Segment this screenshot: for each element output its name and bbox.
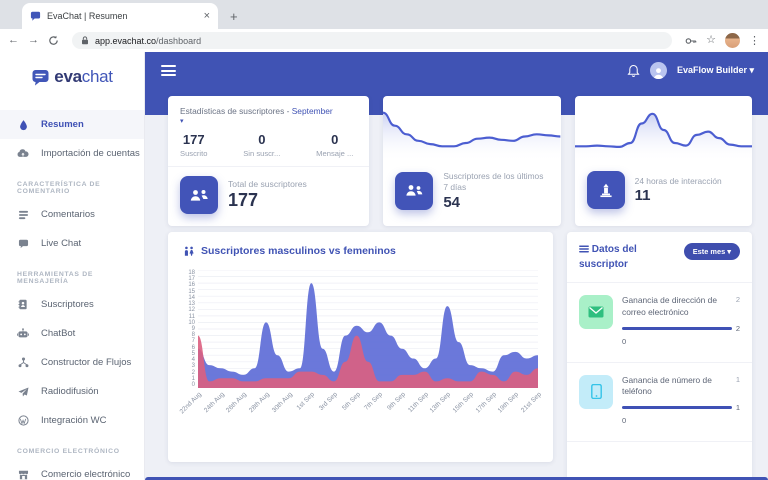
7-days-sparkline bbox=[383, 111, 561, 162]
envelope-icon bbox=[579, 295, 613, 329]
address-book-icon bbox=[17, 299, 29, 310]
user-caret-icon: ▾ bbox=[749, 65, 754, 75]
subscriber-data-panel: Datos del suscriptor Este mes ▾ Ganancia… bbox=[567, 232, 752, 480]
pill-caret-icon: ▾ bbox=[727, 247, 731, 256]
7-days-value: 54 bbox=[443, 193, 461, 211]
email-gain-bar-min: 0 bbox=[622, 336, 627, 346]
url-text: app.evachat.co/dashboard bbox=[95, 35, 202, 46]
address-bar[interactable]: app.evachat.co/dashboard bbox=[72, 32, 673, 49]
phone-gain-bar bbox=[622, 406, 732, 410]
cloud-upload-icon bbox=[17, 149, 29, 158]
subscriber-stats-card: Estadísticas de suscriptores - September… bbox=[168, 96, 370, 226]
sidebar-item-comentarios[interactable]: Comentarios bbox=[0, 200, 144, 229]
main-area: EvaFlow Builder ▾ Estadísticas de suscri… bbox=[145, 52, 768, 480]
chat-bubble-icon bbox=[17, 239, 29, 249]
evachat-favicon bbox=[30, 11, 41, 21]
browser-tab[interactable]: EvaChat | Resumen × bbox=[22, 3, 218, 29]
two-people-icon bbox=[395, 171, 434, 210]
phone-gain-item: Ganancia de número de teléfono 1 1 0 bbox=[579, 373, 740, 432]
padlock-icon bbox=[82, 36, 88, 45]
browser-menu-icon[interactable]: ⋮ bbox=[749, 35, 760, 47]
flame-icon bbox=[17, 119, 29, 131]
browser-tab-strip: EvaChat | Resumen × + bbox=[0, 0, 768, 29]
phone-gain-bar-min: 0 bbox=[622, 416, 627, 426]
browser-profile-avatar[interactable] bbox=[725, 33, 740, 48]
wordpress-icon bbox=[17, 415, 29, 426]
forward-button[interactable]: → bbox=[28, 34, 39, 46]
hamburger-menu-icon[interactable] bbox=[161, 63, 176, 79]
chart-title: Suscriptores masculinos vs femeninos bbox=[201, 245, 396, 257]
sidebar-item-flujos[interactable]: Constructor de Flujos bbox=[0, 348, 144, 377]
notifications-bell-icon[interactable] bbox=[627, 64, 640, 78]
sidebar-item-comercio[interactable]: Comercio electrónico bbox=[0, 460, 144, 480]
browser-toolbar: ← → app.evachat.co/dashboard ☆ ⋮ bbox=[0, 29, 768, 52]
24h-interaction-card: 24 horas de interacción 11 bbox=[574, 96, 752, 226]
flow-nodes-icon bbox=[17, 357, 29, 368]
person-icon bbox=[653, 68, 664, 79]
reload-button[interactable] bbox=[48, 35, 59, 46]
sidebar-item-livechat[interactable]: Live Chat bbox=[0, 229, 144, 258]
email-gain-count: 2 bbox=[735, 295, 740, 304]
chart-y-axis: 18 17 16 15 14 13 12 11 10 9 8 7 6 5 4 3 2 1 0 bbox=[188, 270, 195, 388]
chart-x-axis: 22nd Aug 24th Aug 26th Aug 28th Aug 30th Aug… bbox=[178, 391, 543, 416]
sidebar-item-radiodifusion[interactable]: Radiodifusión bbox=[0, 377, 144, 406]
24h-value: 11 bbox=[634, 187, 651, 205]
last-7-days-card: Suscriptores de los últimos 7 días 54 bbox=[383, 96, 561, 226]
sidebar-item-resumen[interactable]: Resumen bbox=[0, 110, 144, 139]
robot-icon bbox=[17, 328, 29, 339]
7-days-label: Suscriptores de los últimos 7 días bbox=[443, 171, 544, 192]
total-subscribers-value: 177 bbox=[228, 190, 259, 211]
sidebar: evachat Resumen Importación de cuentas C… bbox=[0, 52, 145, 480]
total-subscribers-row: Total de suscriptores 177 bbox=[180, 176, 357, 215]
subscriber-data-title: Datos del suscriptor bbox=[579, 244, 637, 270]
stat-mensaje: 0 Mensaje ... bbox=[316, 132, 354, 159]
phone-gain-bar-value: 1 bbox=[735, 403, 740, 413]
24h-sparkline bbox=[574, 112, 752, 162]
sidebar-item-importacion[interactable]: Importación de cuentas bbox=[0, 139, 144, 168]
store-icon bbox=[17, 470, 29, 480]
sidebar-section-comentario: CARACTERÍSTICA DE COMENTARIO bbox=[17, 181, 101, 195]
logo-bubble-icon bbox=[32, 69, 49, 85]
stats-card-title: Estadísticas de suscriptores - September bbox=[180, 106, 333, 116]
evachat-logo[interactable]: evachat bbox=[0, 52, 144, 102]
male-female-chart-card: Suscriptores masculinos vs femeninos 18 1… bbox=[168, 232, 553, 462]
smartphone-icon bbox=[579, 374, 613, 409]
email-gain-item: Ganancia de dirección de correo electrón… bbox=[579, 293, 740, 352]
tab-title: EvaChat | Resumen bbox=[47, 11, 128, 21]
stat-sin-suscribir: 0 Sin suscr... bbox=[243, 132, 281, 159]
male-female-icon bbox=[184, 246, 194, 256]
sidebar-item-suscriptores[interactable]: Suscriptores bbox=[0, 290, 144, 319]
email-gain-bar-value: 2 bbox=[735, 323, 740, 333]
interaction-monument-icon bbox=[586, 171, 625, 209]
email-gain-bar bbox=[622, 326, 732, 330]
list-icon bbox=[579, 245, 589, 253]
sidebar-item-chatbot[interactable]: ChatBot bbox=[0, 319, 144, 348]
chart-plot bbox=[198, 270, 538, 388]
stat-suscrito: 177 Suscrito bbox=[180, 132, 208, 159]
sidebar-nav: Resumen Importación de cuentas CARACTERÍ… bbox=[0, 102, 144, 480]
total-subscribers-label: Total de suscriptores bbox=[228, 179, 307, 190]
comments-stack-icon bbox=[17, 210, 29, 220]
sidebar-section-mensajeria: HERRAMIENTAS DE MENSAJERÍA bbox=[17, 271, 94, 285]
period-filter-button[interactable]: Este mes ▾ bbox=[683, 243, 740, 260]
new-tab-button[interactable]: + bbox=[230, 9, 238, 24]
user-menu[interactable]: EvaFlow Builder ▾ bbox=[676, 65, 754, 75]
period-dropdown[interactable]: September bbox=[291, 106, 333, 116]
logo-text: evachat bbox=[54, 67, 113, 86]
sidebar-item-integracion-wc[interactable]: Integración WC bbox=[0, 406, 144, 435]
paper-plane-icon bbox=[17, 386, 29, 397]
back-button[interactable]: ← bbox=[8, 34, 19, 46]
group-people-icon bbox=[180, 176, 218, 215]
period-caret-icon[interactable]: ▾ bbox=[180, 118, 184, 126]
sidebar-section-comercio: COMERCIO ELECTRÓNICO bbox=[17, 448, 120, 455]
user-avatar[interactable] bbox=[649, 62, 667, 79]
24h-label: 24 horas de interacción bbox=[634, 175, 722, 186]
bookmark-star-icon[interactable]: ☆ bbox=[706, 34, 716, 46]
tab-close-icon[interactable]: × bbox=[203, 10, 210, 22]
password-key-icon[interactable] bbox=[685, 36, 697, 46]
phone-gain-count: 1 bbox=[735, 374, 740, 384]
next-section-edge bbox=[145, 477, 768, 480]
